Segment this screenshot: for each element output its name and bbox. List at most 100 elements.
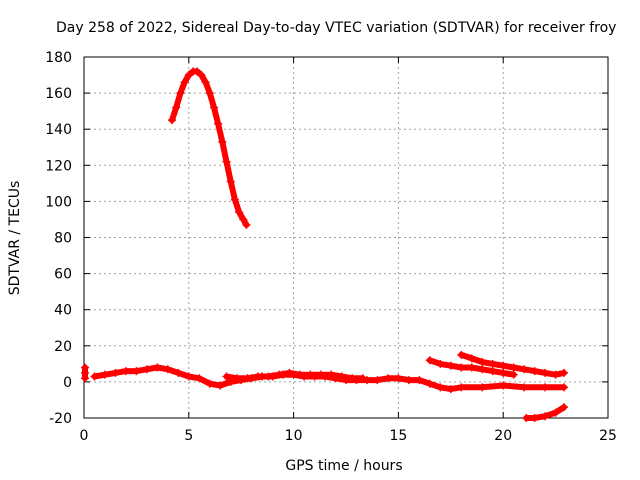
x-axis-label: GPS time / hours — [285, 458, 402, 474]
data-point — [559, 383, 568, 392]
data-point — [520, 365, 529, 374]
data-point — [488, 359, 497, 368]
data-point — [530, 367, 539, 376]
data-point — [348, 374, 357, 383]
data-point — [222, 157, 231, 166]
series-arc-late-b — [457, 350, 568, 379]
series-arc-low — [522, 403, 568, 422]
data-point — [358, 374, 367, 383]
data-point — [509, 363, 518, 372]
data-point — [457, 383, 466, 392]
data-layer — [81, 67, 568, 422]
y-tick-label: 120 — [45, 158, 72, 174]
data-point — [81, 374, 90, 383]
y-tick-label: 80 — [54, 231, 72, 247]
data-point — [233, 374, 242, 383]
y-tick-label: 0 — [63, 375, 72, 391]
data-point — [457, 350, 466, 359]
data-point — [425, 356, 434, 365]
grid-lines — [84, 57, 608, 418]
data-point — [446, 361, 455, 370]
data-point — [132, 367, 141, 376]
data-point — [214, 119, 223, 128]
y-axis-label: SDTVAR / TECUs — [7, 181, 23, 296]
data-point — [209, 103, 218, 112]
y-tick-label: 100 — [45, 194, 72, 210]
data-point — [242, 220, 251, 229]
data-point — [205, 89, 214, 98]
x-tick-label: 0 — [80, 428, 89, 444]
data-point — [243, 374, 252, 383]
data-point — [295, 370, 304, 379]
axis-ticks: 0 5 10 15 20 25 -20 0 20 40 60 80 100 120 140 160 180 — [45, 50, 617, 444]
data-point — [478, 365, 487, 374]
data-point — [337, 372, 346, 381]
series-arc-start — [81, 363, 90, 383]
data-point — [218, 137, 227, 146]
data-point — [436, 383, 445, 392]
data-point — [195, 374, 204, 383]
y-tick-label: -20 — [49, 411, 72, 427]
data-point — [176, 89, 185, 98]
data-point — [226, 177, 235, 186]
y-tick-label: 180 — [45, 50, 72, 66]
data-point — [541, 412, 550, 421]
data-point — [264, 372, 273, 381]
data-point — [111, 368, 120, 377]
data-point — [520, 383, 529, 392]
data-point — [274, 370, 283, 379]
data-point — [216, 381, 225, 390]
data-point — [121, 367, 130, 376]
y-tick-label: 160 — [45, 86, 72, 102]
data-point — [499, 361, 508, 370]
data-point — [415, 376, 424, 385]
data-point — [327, 370, 336, 379]
data-point — [478, 383, 487, 392]
data-point — [201, 78, 210, 87]
data-point — [488, 367, 497, 376]
x-tick-label: 20 — [494, 428, 512, 444]
data-point — [230, 195, 239, 204]
data-point — [457, 363, 466, 372]
data-point — [239, 215, 248, 224]
data-point — [425, 379, 434, 388]
data-point — [478, 358, 487, 367]
y-tick-label: 60 — [54, 267, 72, 283]
data-point — [509, 370, 518, 379]
data-point — [436, 359, 445, 368]
series-arc-late-a — [425, 356, 518, 379]
data-point — [222, 372, 231, 381]
data-point — [285, 368, 294, 377]
data-point — [541, 383, 550, 392]
x-tick-label: 5 — [184, 428, 193, 444]
data-point — [168, 116, 177, 125]
data-point — [383, 374, 392, 383]
data-point — [184, 71, 193, 80]
data-point — [499, 381, 508, 390]
data-point — [90, 372, 99, 381]
data-point — [446, 385, 455, 394]
data-point — [499, 368, 508, 377]
data-point — [530, 414, 539, 422]
y-tick-label: 40 — [54, 303, 72, 319]
data-point — [551, 408, 560, 417]
y-tick-label: 140 — [45, 122, 72, 138]
data-point — [193, 67, 202, 76]
x-tick-label: 15 — [389, 428, 407, 444]
data-point — [172, 103, 181, 112]
data-point — [467, 363, 476, 372]
data-point — [184, 372, 193, 381]
data-point — [174, 368, 183, 377]
data-point — [373, 376, 382, 385]
data-point — [100, 370, 109, 379]
data-point — [142, 365, 151, 374]
data-point — [205, 379, 214, 388]
chart-title: Day 258 of 2022, Sidereal Day-to-day VTE… — [56, 20, 616, 36]
x-tick-label: 25 — [599, 428, 617, 444]
series-arc-mid — [222, 368, 367, 383]
y-tick-label: 20 — [54, 339, 72, 355]
data-point — [180, 78, 189, 87]
data-point — [404, 376, 413, 385]
series-arc-main — [90, 363, 568, 394]
